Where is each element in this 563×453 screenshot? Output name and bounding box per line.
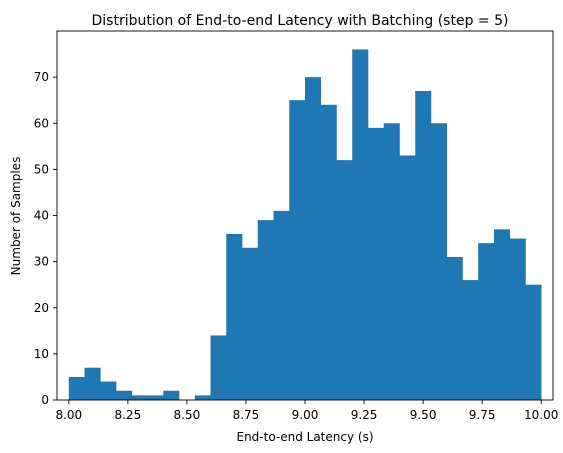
x-tick-label: 9.75 — [469, 408, 496, 422]
histogram-bar — [525, 284, 542, 400]
y-axis-ticks: 0 10 20 30 40 50 60 70 — [34, 70, 57, 407]
bars-group — [68, 49, 542, 401]
x-tick-label: 8.75 — [233, 408, 260, 422]
histogram-bar — [383, 123, 400, 400]
y-tick-label: 10 — [34, 347, 49, 361]
y-tick-label: 30 — [34, 255, 49, 269]
histogram-bar — [194, 395, 211, 400]
histogram-bar — [210, 335, 227, 400]
histogram-bar — [352, 49, 369, 400]
y-axis-label: Number of Samples — [9, 157, 23, 276]
x-tick-label: 8.50 — [174, 408, 201, 422]
chart-title: Distribution of End-to-end Latency with … — [92, 13, 509, 29]
histogram-bar — [68, 376, 85, 400]
x-tick-label: 9.50 — [410, 408, 437, 422]
plot-frame — [56, 30, 554, 401]
histogram-bar — [478, 243, 495, 400]
y-tick-label: 0 — [41, 393, 49, 407]
histogram-bar — [367, 127, 385, 401]
histogram-bar — [84, 367, 101, 400]
histogram-bar — [305, 77, 322, 400]
histogram-bar — [131, 395, 148, 400]
y-tick-label: 50 — [34, 162, 49, 176]
histogram-bar — [100, 381, 117, 400]
histogram-bar — [462, 280, 479, 400]
histogram-bar — [320, 104, 337, 401]
histogram-bar — [289, 100, 306, 400]
y-tick-label: 70 — [34, 70, 49, 84]
histogram-bar — [336, 160, 353, 400]
histogram-bar — [415, 90, 432, 401]
histogram-bar — [493, 229, 511, 400]
histogram-bar — [399, 155, 416, 400]
y-tick-label: 60 — [34, 116, 49, 130]
x-tick-label: 10.00 — [524, 408, 558, 422]
x-tick-label: 8.25 — [114, 408, 141, 422]
histogram-bar — [147, 395, 164, 400]
histogram-bar — [257, 220, 274, 400]
histogram-bar — [509, 238, 526, 400]
histogram-bar — [446, 257, 463, 400]
histogram-bar — [273, 210, 290, 400]
x-tick-label: 8.00 — [55, 408, 82, 422]
x-tick-label: 9.25 — [351, 408, 378, 422]
x-axis-label: End-to-end Latency (s) — [236, 430, 373, 444]
histogram-bar — [242, 247, 259, 400]
y-tick-label: 20 — [34, 301, 49, 315]
y-tick-label: 40 — [34, 209, 49, 223]
x-tick-label: 9.00 — [292, 408, 319, 422]
x-axis-ticks: 8.00 8.25 8.50 8.75 9.00 9.25 9.50 9.75 10.00 — [55, 400, 558, 422]
histogram-bar — [163, 390, 180, 400]
histogram-bar — [116, 390, 133, 400]
histogram-bar — [226, 233, 243, 400]
histogram-bar — [430, 123, 448, 400]
